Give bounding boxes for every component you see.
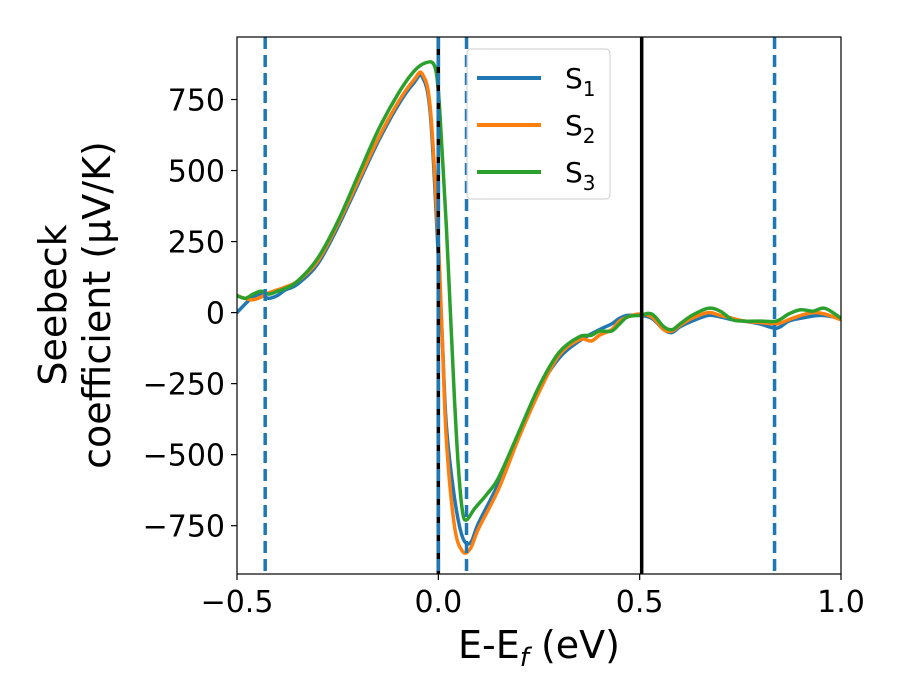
y-tick-label: 500	[168, 155, 225, 190]
y-axis-label-line1: Seebeck	[31, 224, 75, 385]
y-tick-label: 250	[168, 226, 225, 261]
x-tick-label: 1.0	[817, 585, 865, 620]
y-tick-label: −500	[143, 439, 225, 474]
x-axis-label: E-Ef (eV)	[458, 623, 620, 673]
plot-frame	[236, 36, 842, 575]
y-tick-label: −750	[143, 510, 225, 545]
vline-layer	[263, 37, 777, 574]
y-tick-label: 0	[206, 297, 225, 332]
y-axis-label-line2: coefficient (μV/K)	[75, 141, 119, 469]
legend-label: S2	[565, 109, 596, 148]
x-tick-label: 0.0	[414, 585, 462, 620]
legend-label: S1	[565, 62, 596, 101]
legend-label: S3	[565, 156, 596, 195]
y-tick-label: 750	[168, 84, 225, 119]
x-axis-ticks: −0.5 0.0 0.5 1.0	[201, 574, 865, 620]
y-tick-label: −250	[143, 368, 225, 403]
x-tick-label: −0.5	[201, 585, 274, 620]
x-tick-label: 0.5	[616, 585, 664, 620]
legend: S1 S2 S3	[466, 48, 611, 200]
y-axis-ticks: −750 −500 −250 0 250 500 750	[143, 84, 237, 545]
series-layer	[237, 60, 841, 555]
y-axis-label: Seebeck coefficient (μV/K)	[31, 141, 119, 469]
series-line-s3	[237, 60, 841, 522]
